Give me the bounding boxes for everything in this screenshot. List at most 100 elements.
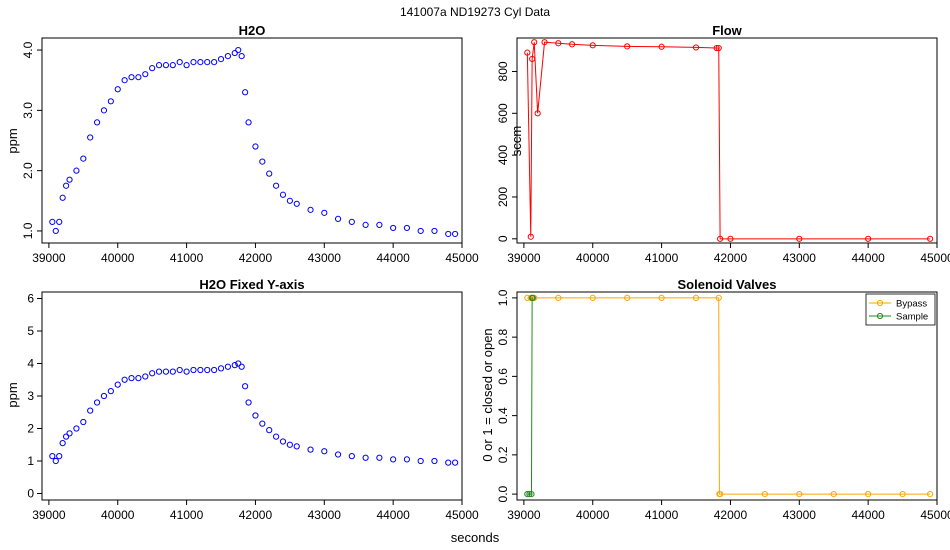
y-tick-label: 4.0 xyxy=(21,41,35,58)
data-point-h2o-fixed xyxy=(197,366,204,374)
data-point-h2o xyxy=(242,89,249,96)
x-tick-label: 41000 xyxy=(645,508,679,522)
data-point-h2o-fixed xyxy=(245,399,252,406)
y-tick-label: 600 xyxy=(496,103,510,123)
data-point-h2o xyxy=(80,155,87,162)
y-tick-label: 5 xyxy=(27,324,34,338)
data-point-flow xyxy=(527,233,534,240)
y-tick-label: 1.0 xyxy=(496,289,510,306)
x-tick-label: 41000 xyxy=(170,251,204,265)
data-point-flow xyxy=(524,49,531,56)
data-point-h2o xyxy=(259,158,266,165)
data-point-bypass xyxy=(715,294,722,301)
data-point-h2o xyxy=(266,170,273,177)
data-point-h2o-fixed xyxy=(321,448,328,455)
data-point-h2o xyxy=(142,71,149,78)
x-tick-label: 44000 xyxy=(851,251,885,265)
data-point-h2o-fixed xyxy=(56,453,63,460)
data-point-h2o xyxy=(279,191,287,198)
data-point-h2o-fixed xyxy=(169,368,176,375)
panel-solenoid-valves: Solenoid Valves 0 or 1 = closed or open … xyxy=(480,277,950,522)
data-point-h2o-fixed xyxy=(66,430,73,437)
data-point-h2o-fixed xyxy=(204,366,211,374)
data-point-h2o xyxy=(87,134,94,141)
data-point-h2o xyxy=(235,46,242,54)
data-point-h2o xyxy=(211,59,218,66)
data-point-h2o-fixed xyxy=(49,453,56,460)
data-point-flow xyxy=(796,235,803,242)
y-tick-label: 2.0 xyxy=(21,162,35,179)
data-point-h2o xyxy=(286,197,293,204)
axes-flow: 39000 40000 41000 42000 43000 44000 45000 0 200 4… xyxy=(496,61,950,265)
figure-suptitle: 141007a ND19273 Cyl Data xyxy=(400,5,550,19)
data-point-bypass xyxy=(624,294,631,301)
x-tick-label: 40000 xyxy=(576,508,610,522)
data-point-h2o xyxy=(307,206,314,213)
data-point-bypass xyxy=(658,294,665,301)
data-point-h2o-fixed xyxy=(266,427,273,434)
data-point-h2o xyxy=(417,227,424,235)
data-point-flow xyxy=(865,235,872,242)
data-point-h2o xyxy=(231,49,238,57)
data-point-h2o-fixed xyxy=(80,418,87,426)
data-point-sample xyxy=(529,294,536,301)
data-point-h2o-fixed xyxy=(176,366,183,374)
data-point-h2o-fixed xyxy=(362,454,369,461)
data-point-flow xyxy=(589,42,596,49)
x-tick-label: 39000 xyxy=(507,508,541,522)
data-point-h2o xyxy=(190,59,197,66)
data-point-h2o-fixed xyxy=(334,451,342,458)
data-point-h2o-fixed xyxy=(155,368,163,375)
data-point-h2o-fixed xyxy=(149,370,156,377)
panel-h2o-fixed: H2O Fixed Y-axis ppm 39000 40000 41000 4200… xyxy=(5,277,479,522)
legend-label-bypass: Bypass xyxy=(896,299,927,310)
data-point-sample xyxy=(524,491,531,498)
y-tick-label: 4 xyxy=(27,357,34,371)
x-tick-label: 40000 xyxy=(101,251,135,265)
data-point-h2o-fixed xyxy=(87,407,94,414)
data-point-h2o xyxy=(431,227,438,235)
data-point-h2o-fixed xyxy=(445,459,452,466)
data-point-h2o-fixed xyxy=(431,457,438,465)
data-point-h2o xyxy=(334,215,342,222)
x-tick-label: 45000 xyxy=(920,508,950,522)
series-line-bypass xyxy=(527,297,931,495)
series-line-flow xyxy=(526,41,931,240)
y-tick-label: 0 xyxy=(27,487,34,501)
axes-h2o: 39000 40000 41000 42000 43000 44000 45000 1.0 2.… xyxy=(21,41,479,265)
y-tick-label: 1 xyxy=(27,454,34,468)
y-tick-label: 1.0 xyxy=(21,222,35,239)
data-point-h2o-fixed xyxy=(128,375,135,382)
series-line-sample xyxy=(527,297,533,495)
data-point-bypass xyxy=(761,491,768,498)
x-tick-label: 40000 xyxy=(576,251,610,265)
data-point-h2o-fixed xyxy=(62,433,70,440)
panel-title-h2o-fixed: H2O Fixed Y-axis xyxy=(199,277,304,292)
data-point-h2o xyxy=(100,107,108,114)
legend-marker-bypass xyxy=(876,299,884,307)
y-tick-label: 0 xyxy=(496,235,510,242)
data-point-flow xyxy=(541,39,548,46)
y-tick-label: 2 xyxy=(27,422,34,436)
data-point-h2o xyxy=(169,62,176,69)
series-flow xyxy=(524,39,934,242)
y-tick-label: 800 xyxy=(496,61,510,81)
data-point-h2o-fixed xyxy=(417,457,424,465)
data-point-h2o xyxy=(293,200,300,207)
data-point-h2o-fixed xyxy=(183,368,190,375)
series-solenoid-valves xyxy=(524,294,934,498)
data-point-h2o-fixed xyxy=(190,366,197,374)
x-tick-label: 43000 xyxy=(783,251,817,265)
panel-title-solenoid-valves: Solenoid Valves xyxy=(678,277,777,292)
panel-title-h2o: H2O xyxy=(239,23,266,38)
data-point-h2o xyxy=(452,230,459,238)
data-point-h2o xyxy=(348,218,355,225)
data-point-sample xyxy=(526,491,533,498)
data-point-h2o xyxy=(114,86,121,93)
data-point-h2o xyxy=(73,167,80,174)
data-point-h2o xyxy=(272,182,280,189)
data-point-h2o-fixed xyxy=(114,381,121,388)
x-tick-label: 45000 xyxy=(445,508,479,522)
data-point-bypass xyxy=(796,491,803,498)
data-point-h2o-fixed xyxy=(293,443,300,450)
